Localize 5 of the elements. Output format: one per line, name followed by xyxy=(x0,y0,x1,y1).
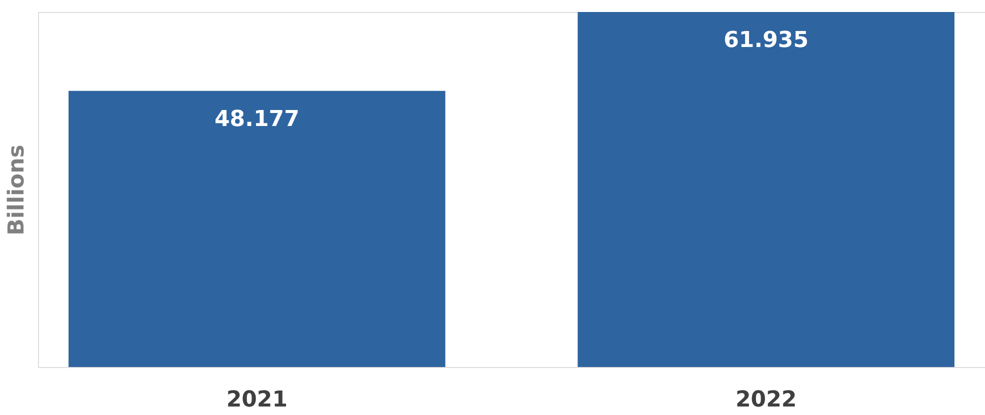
x-tick-label: 2021 xyxy=(226,388,288,412)
data-label: 48.177 xyxy=(214,106,300,132)
x-tick-label: 2022 xyxy=(735,388,797,412)
y-axis-title: Billions xyxy=(4,144,30,236)
data-label: 61.935 xyxy=(724,28,809,53)
